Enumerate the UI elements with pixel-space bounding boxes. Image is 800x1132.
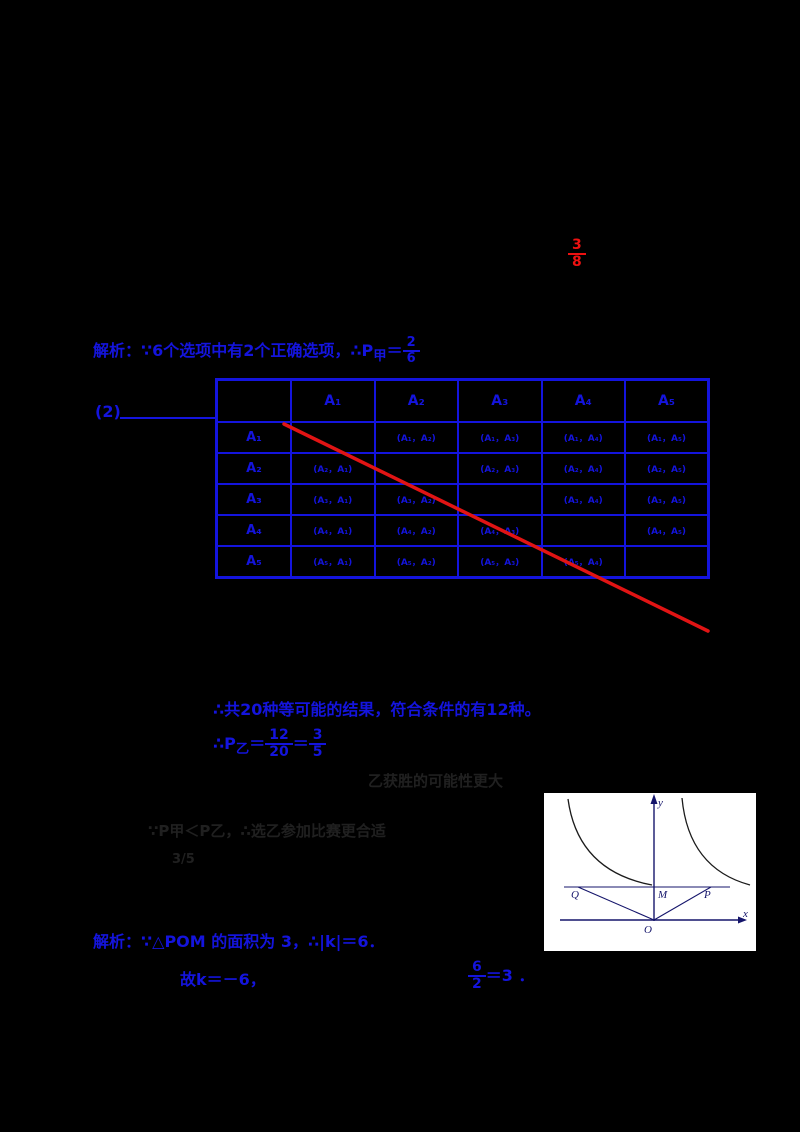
- table-header-cell: A₅: [624, 378, 710, 423]
- table-cell: (A₃，A₅): [624, 483, 710, 516]
- label-connector-line: [120, 417, 215, 419]
- table-cell: (A₃，A₁): [290, 483, 376, 516]
- table-cell: (A₃，A₄): [540, 483, 626, 516]
- probability-yi-prefix: ∴P: [213, 733, 236, 753]
- table-row-label: A₃: [215, 483, 292, 516]
- table-row-label: A₁: [215, 421, 292, 454]
- table-cell: (A₂，A₅): [624, 452, 710, 485]
- table-cell: (A₅，A₂): [373, 545, 459, 579]
- table-header-row: A₁ A₂ A₃ A₄ A₅: [215, 378, 710, 423]
- fraction-denominator: 5: [312, 744, 323, 761]
- table-row: A₃ (A₃，A₁) (A₃，A₂) (A₃，A₄) (A₃，A₅): [215, 483, 710, 516]
- table-header-cell: A₁: [290, 378, 376, 423]
- fraction-denominator: 20: [269, 744, 289, 761]
- fraction-numerator: 3: [568, 237, 586, 256]
- table-header-cell: A₄: [540, 378, 626, 423]
- table-row: A₅ (A₅，A₁) (A₅，A₂) (A₅，A₃) (A₅，A₄): [215, 545, 710, 579]
- equals-sign: ＝: [386, 340, 403, 360]
- table-cell: (A₅，A₃): [457, 545, 543, 579]
- table-cell: (A₁，A₂): [373, 421, 459, 454]
- table-cell: (A₅，A₁): [290, 545, 376, 579]
- answer-fraction-part: 6 2 ＝3 ．: [468, 959, 535, 993]
- hyperbola-left-branch: [567, 798, 653, 886]
- x-axis-label: x: [742, 908, 748, 920]
- p-subscript-yi: 乙: [235, 742, 250, 758]
- table-row-label: A₄: [215, 514, 292, 547]
- conclusion-line: ∴共20种等可能的结果，符合条件的有12种。: [213, 700, 541, 719]
- table-header-cell: A₃: [457, 378, 543, 423]
- table-cell: (A₁，A₄): [540, 421, 626, 454]
- y-axis-arrow: [650, 794, 658, 804]
- table-cell: (A₅，A₄): [540, 545, 626, 579]
- table-cell: [624, 545, 710, 579]
- part-2-label: (2): [95, 402, 121, 421]
- table-row-label: A₅: [215, 545, 292, 579]
- red-answer-fraction: 3 8: [568, 237, 586, 271]
- answer-prefix: 故k＝－6，: [180, 970, 266, 989]
- table-cell: [373, 452, 459, 485]
- table-cell: (A₁，A₅): [624, 421, 710, 454]
- hyperbola-graph: y x O Q M P: [560, 794, 751, 936]
- table-row: A₂ (A₂，A₁) (A₂，A₃) (A₂，A₄) (A₂，A₅): [215, 452, 710, 485]
- table-cell: (A₃，A₂): [373, 483, 459, 516]
- fraction-denominator: 2: [472, 976, 482, 993]
- red-diagonal-line: [282, 422, 710, 633]
- equals-sign: ＝: [249, 733, 266, 753]
- fraction-denominator: 6: [406, 351, 416, 367]
- fraction-numerator: 2: [402, 335, 420, 353]
- table-cell: (A₁，A₃): [457, 421, 543, 454]
- fraction-denominator: 8: [572, 254, 582, 271]
- equals-sign: ＝: [292, 733, 309, 753]
- segment-op: [653, 886, 712, 921]
- table-row-label: A₂: [215, 452, 292, 485]
- segment-oq: [577, 886, 655, 921]
- faint-text-line-3: 3/5: [172, 852, 195, 867]
- fraction-numerator: 6: [468, 959, 486, 978]
- point-m-label: M: [657, 889, 668, 901]
- origin-label: O: [644, 924, 652, 936]
- p-subscript-jia: 甲: [373, 348, 387, 364]
- table-cell: [540, 514, 626, 547]
- table-corner-cell: [215, 378, 292, 423]
- table-cell: (A₂，A₄): [540, 452, 626, 485]
- y-axis-label: y: [657, 797, 663, 809]
- analysis-line-1: 解析：∵6个选项中有2个正确选项，∴P甲＝ 2 6: [93, 335, 420, 367]
- table-header-cell: A₂: [373, 378, 459, 423]
- answer-suffix: ＝3 ．: [485, 965, 535, 985]
- table-cell: (A₄，A₁): [290, 514, 376, 547]
- table-cell: (A₂，A₃): [457, 452, 543, 485]
- fraction-numerator: 12: [265, 727, 293, 746]
- point-q-label: Q: [571, 889, 579, 901]
- table-cell: (A₄，A₂): [373, 514, 459, 547]
- x-axis-arrow: [738, 916, 747, 924]
- graph-box: y x O Q M P: [544, 793, 756, 951]
- analysis-line-1-text: 解析：∵6个选项中有2个正确选项，∴P: [93, 340, 374, 360]
- probability-yi-line: ∴P乙＝ 12 20 ＝ 3 5: [213, 727, 327, 761]
- point-p-label: P: [703, 889, 711, 901]
- table-cell: (A₄，A₅): [624, 514, 710, 547]
- hyperbola-right-branch: [681, 797, 751, 886]
- table-cell: [457, 483, 543, 516]
- faint-text-line-2: ∵P甲＜P乙，∴选乙参加比赛更合适: [148, 822, 386, 840]
- faint-text-line-1: 乙获胜的可能性更大: [368, 772, 504, 790]
- fraction-12-20: 12 20: [265, 727, 293, 761]
- analysis-line-2: 解析：∵△POM 的面积为 3，∴|k|＝6．: [93, 932, 385, 951]
- fraction-numerator: 3: [308, 727, 327, 746]
